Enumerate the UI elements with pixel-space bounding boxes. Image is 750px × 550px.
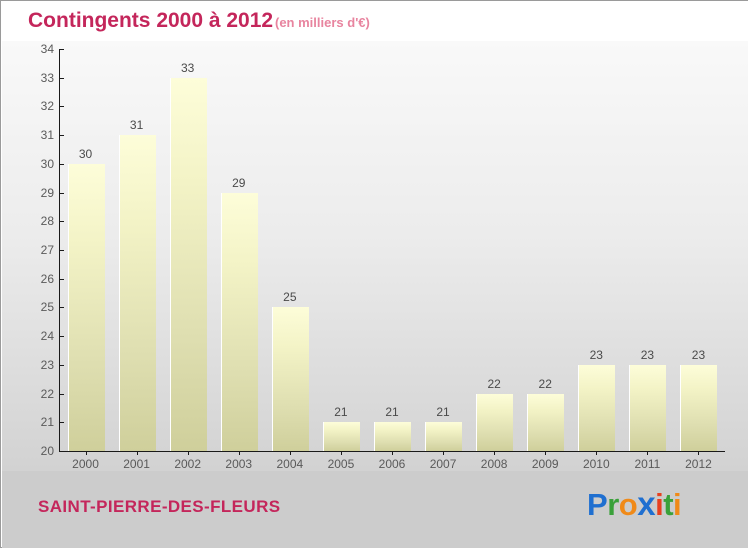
y-axis-tick [59, 221, 64, 223]
bar-value-label: 30 [78, 146, 93, 161]
logo-letter-o: o [618, 487, 638, 522]
x-axis-tick-label: 2001 [123, 457, 150, 471]
y-axis-tick [59, 135, 64, 137]
logo-letter-p: P [587, 487, 608, 522]
x-axis-tick [85, 451, 87, 455]
bar-value-label: 22 [487, 376, 501, 391]
x-axis-tick-label: 2011 [634, 457, 661, 471]
y-axis-tick [59, 106, 64, 108]
bar[interactable] [527, 393, 565, 451]
bar[interactable] [169, 77, 207, 451]
x-axis-tick [494, 451, 496, 455]
y-axis-tick [59, 250, 64, 251]
chart-footer: SAINT-PIERRE-DES-FLEURS Proxiti [2, 471, 748, 548]
y-axis-tick [59, 192, 64, 194]
x-axis-tick [545, 451, 547, 455]
y-axis-tick-label: 27 [40, 243, 54, 257]
x-axis-tick [647, 451, 649, 455]
y-axis-tick [59, 364, 64, 366]
bar[interactable] [220, 192, 258, 451]
logo-letter-i1: i [655, 487, 664, 522]
x-axis-tick [136, 451, 138, 455]
bar-value-label: 21 [436, 405, 450, 420]
bar[interactable] [680, 364, 718, 451]
y-axis-tick-label: 24 [40, 329, 54, 344]
x-axis-tick-label: 2009 [531, 457, 559, 471]
bar-value-label: 23 [640, 347, 655, 362]
bar-value-label: 31 [129, 118, 144, 133]
y-axis-tick-label: 31 [40, 128, 54, 143]
x-axis-tick-label: 2000 [72, 457, 99, 471]
y-axis-tick-label: 34 [40, 42, 54, 56]
bar-value-label: 33 [181, 60, 195, 75]
bar[interactable] [67, 163, 105, 451]
chart-subtitle-units: (en milliers d'€) [275, 15, 370, 30]
y-axis-tick [59, 336, 64, 338]
x-axis-tick-label: 2008 [480, 457, 508, 471]
x-axis-tick-label: 2007 [429, 457, 457, 471]
y-axis-tick [59, 278, 64, 280]
x-axis-tick [289, 451, 291, 455]
commune-name: SAINT-PIERRE-DES-FLEURS [38, 497, 281, 516]
bar[interactable] [476, 393, 514, 451]
y-axis-tick [59, 422, 64, 424]
bar[interactable] [578, 364, 616, 451]
x-axis-tick [187, 451, 189, 455]
bar[interactable] [322, 422, 360, 451]
y-axis-tick-label: 21 [40, 415, 54, 430]
x-axis-tick-label: 2006 [378, 457, 406, 471]
y-axis-tick-label: 22 [40, 386, 54, 401]
y-axis-tick [59, 77, 64, 79]
y-axis-tick-label: 26 [40, 271, 54, 286]
y-axis-tick-label: 28 [40, 214, 54, 229]
x-axis-tick-label: 2012 [685, 457, 712, 471]
y-axis-tick-label: 32 [40, 99, 54, 114]
logo-letter-x: x [637, 485, 656, 522]
y-axis-tick [59, 307, 64, 309]
chart-header: Contingents 2000 à 2012 (en milliers d'€… [1, 1, 749, 41]
bar[interactable] [425, 422, 463, 451]
y-axis-tick [59, 163, 64, 165]
bar-value-label: 25 [283, 290, 297, 305]
y-axis-tick [59, 393, 64, 395]
bar[interactable] [271, 307, 309, 451]
x-axis-tick-label: 2004 [276, 457, 304, 471]
y-axis-tick-label: 25 [40, 300, 54, 315]
x-axis-tick [392, 451, 393, 455]
x-axis-tick [340, 451, 342, 455]
x-axis-tick [238, 451, 240, 455]
bar-value-label: 21 [334, 405, 348, 420]
y-axis-tick-label: 20 [40, 444, 54, 458]
logo-letter-t: t [663, 487, 674, 522]
logo-letter-i2: i [673, 487, 682, 522]
logo-letter-r: r [607, 487, 619, 522]
x-axis-tick [698, 451, 700, 455]
y-axis-tick-label: 23 [40, 357, 54, 372]
bar-value-label: 22 [538, 376, 552, 391]
x-axis-tick-label: 2005 [327, 457, 355, 471]
proxiti-logo[interactable]: Proxiti [587, 485, 682, 523]
y-axis-tick [59, 49, 64, 50]
bar[interactable] [629, 364, 667, 451]
x-axis-tick [596, 451, 598, 455]
y-axis-tick-label: 30 [40, 156, 54, 171]
bar-value-label: 23 [589, 347, 603, 362]
x-axis-tick [443, 451, 445, 455]
bar[interactable] [374, 422, 411, 451]
y-axis-tick-label: 33 [40, 70, 54, 85]
y-axis-tick [59, 451, 64, 452]
x-axis-tick-label: 2010 [582, 457, 610, 471]
bar-value-label: 29 [232, 175, 246, 190]
page-title: Contingents 2000 à 2012 [28, 9, 274, 32]
plot-area: 20 21 22 23 24 25 26 27 28 29 30 31 32 33 34 2000 2001 2… [2, 41, 748, 471]
bar[interactable] [118, 135, 156, 451]
x-axis-tick-label: 2003 [225, 457, 253, 471]
bar-value-label: 21 [385, 405, 399, 420]
y-axis-tick-label: 29 [40, 185, 54, 200]
x-axis-tick-label: 2002 [174, 457, 202, 471]
bar-value-label: 23 [691, 347, 706, 362]
